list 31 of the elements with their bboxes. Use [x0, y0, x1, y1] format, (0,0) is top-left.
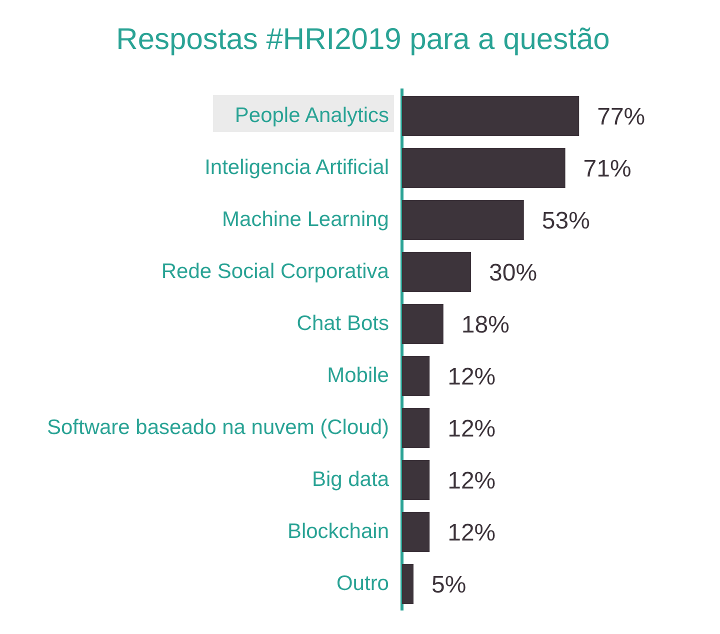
bar	[402, 356, 430, 396]
y-tick-label: Software baseado na nuvem (Cloud)	[46, 415, 389, 441]
data-label: 12%	[448, 416, 496, 443]
data-label: 18%	[461, 312, 510, 339]
bar	[402, 564, 414, 604]
bar	[402, 96, 580, 136]
bar	[402, 408, 430, 448]
y-tick-label: Machine Learning	[222, 207, 389, 233]
y-tick-label: People Analytics	[234, 103, 389, 129]
data-label: 12%	[448, 364, 496, 391]
data-label: 12%	[448, 520, 496, 547]
bar	[402, 304, 444, 344]
data-label: 5%	[432, 572, 466, 599]
bar	[402, 200, 524, 240]
y-tick-label: Rede Social Corporativa	[161, 259, 389, 285]
data-label: 71%	[583, 156, 632, 183]
bar	[402, 460, 430, 500]
y-tick-label: Mobile	[327, 363, 389, 389]
y-tick-label: Big data	[312, 467, 389, 493]
y-tick-label: Inteligencia Artificial	[204, 155, 389, 181]
y-tick-label: Blockchain	[287, 519, 389, 545]
data-label: 30%	[489, 260, 538, 287]
bar	[402, 148, 566, 188]
y-tick-label: Outro	[336, 571, 389, 597]
data-label: 12%	[448, 468, 496, 495]
bar	[402, 512, 430, 552]
y-tick-label: Chat Bots	[296, 311, 389, 337]
chart-title: Respostas #HRI2019 para a questão	[115, 22, 611, 58]
data-label: 53%	[542, 208, 590, 235]
data-label: 77%	[597, 104, 646, 131]
bar	[402, 252, 471, 292]
